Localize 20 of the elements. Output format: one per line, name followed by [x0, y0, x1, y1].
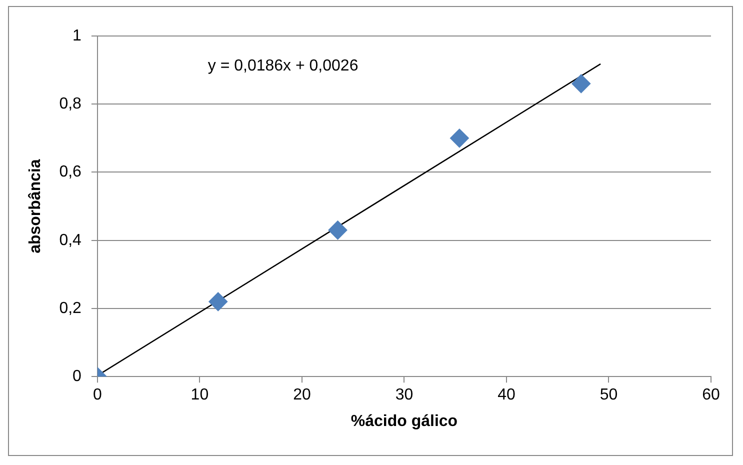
- x-tick-label: 50: [600, 386, 618, 404]
- point: [328, 220, 348, 240]
- y-tick-label: 0,6: [59, 164, 82, 181]
- point: [572, 74, 591, 94]
- y-tick-label: 0: [72, 368, 82, 386]
- x-tick-label: 20: [293, 386, 311, 404]
- y-tick-label: 0,2: [59, 300, 82, 317]
- x-tick-label: 40: [498, 386, 516, 404]
- x-tick-label: 0: [92, 386, 102, 404]
- point: [208, 292, 228, 312]
- x-tick-label: 30: [395, 386, 414, 404]
- x-tick-label: 60: [702, 386, 720, 404]
- y-tick-label: 0,4: [59, 232, 82, 249]
- y-tick-label: 0,8: [59, 96, 82, 113]
- annotation: y = 0,0186x + 0,0026: [208, 57, 358, 74]
- y-axis-title: absorbância: [27, 159, 44, 254]
- point: [450, 128, 469, 148]
- x-tick-label: 10: [190, 386, 209, 404]
- y-tick-label: 1: [72, 27, 82, 44]
- x-axis-title: %ácido gálico: [350, 412, 458, 430]
